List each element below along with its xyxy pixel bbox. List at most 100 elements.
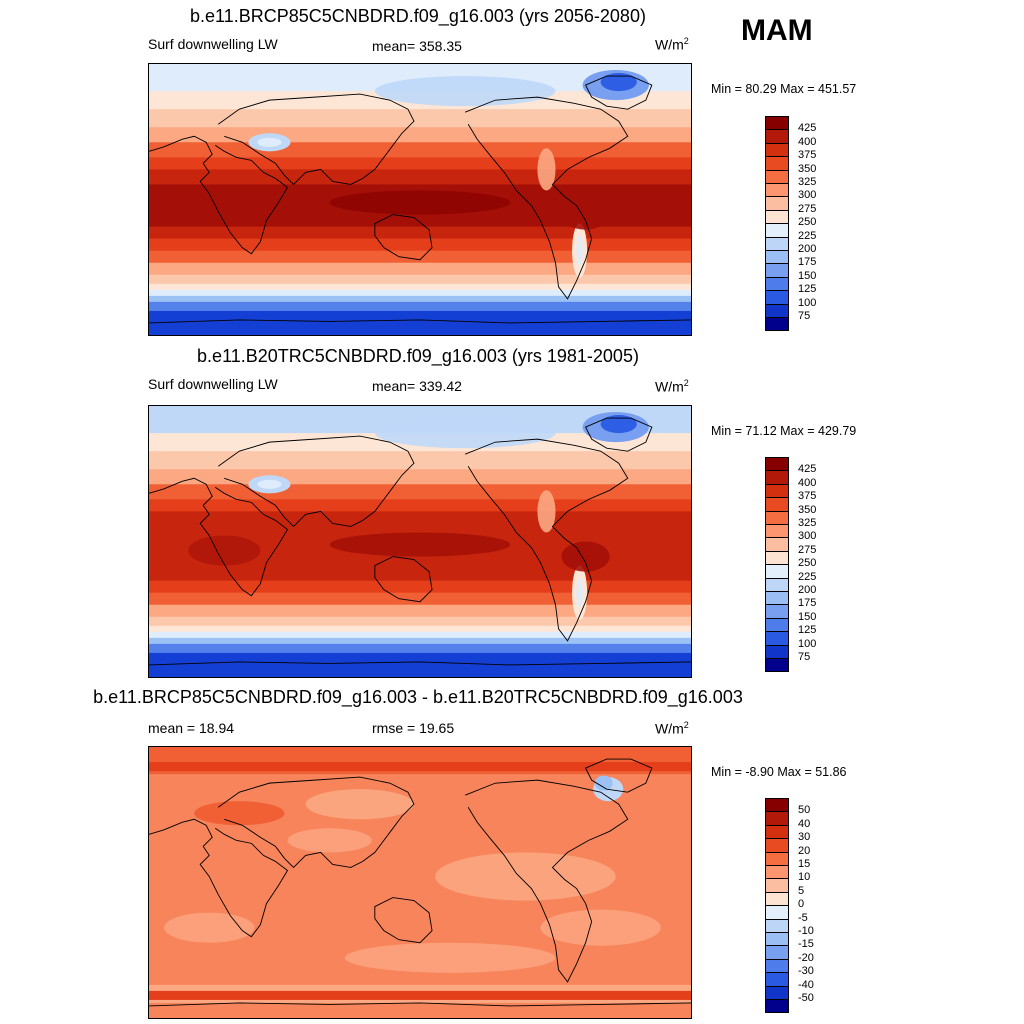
colorbar-swatch	[765, 918, 789, 933]
colorbar-label: -40	[798, 978, 814, 991]
map-future	[148, 63, 692, 336]
colorbar-label: 125	[798, 283, 817, 296]
panel-title: b.e11.BRCP85C5CNBDRD.f09_g16.003 (yrs 20…	[190, 6, 646, 26]
colorbar-swatch	[765, 824, 789, 840]
colorbar-swatch	[765, 945, 789, 960]
mean-label: mean= 358.35	[372, 38, 462, 54]
colorbar-label: 75	[798, 651, 811, 663]
colorbar-swatch	[765, 209, 789, 225]
colorbar-label: 275	[798, 543, 817, 556]
colorbar-swatch	[765, 510, 789, 525]
colorbar-swatch	[765, 236, 789, 251]
colorbar-swatch	[765, 658, 789, 673]
min-max-label: Min = 80.29 Max = 451.57	[711, 82, 857, 96]
colorbar-label: 400	[798, 135, 817, 148]
map-difference	[148, 746, 692, 1019]
variable-label: Surf downwelling LW	[148, 36, 278, 52]
colorbar-label: 100	[798, 296, 817, 309]
colorbar-label: 225	[798, 570, 817, 583]
colorbar-label: 40	[798, 817, 811, 830]
colorbar-swatch	[765, 169, 789, 184]
colorbar-label: 15	[798, 858, 811, 870]
colorbar-label: 175	[798, 256, 817, 269]
colorbar-label: -30	[798, 965, 814, 978]
colorbar-label: 250	[798, 557, 817, 570]
colorbar-label: -5	[798, 911, 808, 924]
colorbar-swatch	[765, 116, 789, 131]
colorbar-swatch	[765, 631, 789, 646]
colorbar-label: 300	[798, 530, 817, 543]
colorbar-label: 5	[798, 884, 805, 897]
colorbar-swatch	[765, 591, 789, 606]
colorbar-swatch	[765, 851, 789, 866]
colorbar-label: 425	[798, 463, 817, 476]
min-max-label: Min = -8.90 Max = 51.86	[711, 765, 847, 779]
colorbar-label: 225	[798, 229, 817, 242]
units-label: W/m2	[655, 720, 689, 737]
colorbar-swatch	[765, 617, 789, 633]
colorbar-label: -15	[798, 938, 814, 951]
colorbar-label: 200	[798, 584, 817, 596]
colorbar-swatch	[765, 550, 789, 566]
colorbar-label: 200	[798, 243, 817, 255]
colorbar-swatch	[765, 865, 789, 880]
colorbar-swatch	[765, 564, 789, 579]
colorbar-swatch	[765, 905, 789, 920]
colorbar-swatch	[765, 537, 789, 552]
colorbar-swatch	[765, 276, 789, 292]
colorbar-swatch	[765, 223, 789, 238]
map-historical	[148, 405, 692, 678]
season-label: MAM	[741, 14, 813, 47]
mean-label: mean = 18.94	[148, 720, 235, 736]
colorbar-label: 325	[798, 517, 817, 529]
colorbar-label: 100	[798, 637, 817, 650]
colorbar-swatch	[765, 470, 789, 485]
colorbar-swatch	[765, 183, 789, 198]
colorbar-label: 350	[798, 503, 817, 516]
rmse-label: rmse = 19.65	[372, 720, 455, 736]
colorbar-swatch	[765, 250, 789, 265]
colorbar-swatch	[765, 290, 789, 305]
units-label: W/m2	[655, 36, 689, 53]
colorbar-label: -50	[798, 992, 814, 1004]
colorbar-label: 275	[798, 202, 817, 215]
panel-title: b.e11.BRCP85C5CNBDRD.f09_g16.003 - b.e11…	[93, 687, 743, 707]
colorbar-label: 425	[798, 122, 817, 135]
colorbar-swatch	[765, 878, 789, 893]
colorbar-swatch	[765, 999, 789, 1014]
mean-label: mean= 339.42	[372, 378, 462, 394]
colorbar-swatch	[765, 497, 789, 512]
colorbar-label: -10	[798, 925, 814, 937]
colorbar-label: -20	[798, 951, 814, 964]
colorbar-swatch	[765, 317, 789, 332]
min-max-label: Min = 71.12 Max = 429.79	[711, 424, 857, 438]
colorbar-swatch	[765, 129, 789, 144]
colorbar-label: 325	[798, 176, 817, 188]
colorbar-label: 350	[798, 162, 817, 175]
colorbar-label: 150	[798, 610, 817, 623]
units-label: W/m2	[655, 378, 689, 395]
colorbar-label: 10	[798, 871, 811, 884]
colorbar-swatch	[765, 156, 789, 171]
colorbar-swatch	[765, 196, 789, 211]
colorbar-label: 400	[798, 476, 817, 489]
colorbar-label: 375	[798, 490, 817, 503]
colorbar-label: 250	[798, 216, 817, 229]
colorbar-label: 20	[798, 844, 811, 857]
colorbar-label: 125	[798, 624, 817, 637]
colorbar-label: 50	[798, 804, 811, 817]
colorbar-label: 175	[798, 597, 817, 610]
colorbar-label: 300	[798, 189, 817, 202]
colorbar-swatch	[765, 838, 789, 853]
variable-label: Surf downwelling LW	[148, 376, 278, 392]
colorbar-swatch	[765, 457, 789, 472]
colorbar-label: 75	[798, 310, 811, 322]
colorbar-swatch	[765, 958, 789, 974]
panel-title: b.e11.B20TRC5CNBDRD.f09_g16.003 (yrs 198…	[197, 346, 639, 366]
colorbar-swatch	[765, 303, 789, 318]
colorbar-swatch	[765, 972, 789, 987]
colorbar-swatch	[765, 604, 789, 619]
colorbar-label: 0	[798, 898, 805, 911]
colorbar-swatch	[765, 524, 789, 539]
colorbar-swatch	[765, 891, 789, 907]
